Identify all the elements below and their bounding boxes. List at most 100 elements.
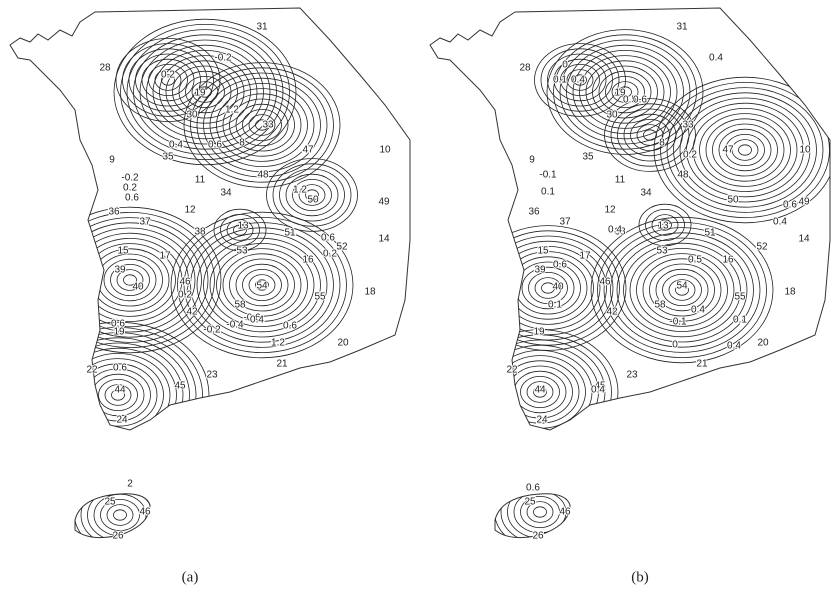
station-label: 10 [799, 145, 811, 156]
contours [462, 30, 834, 549]
station-label: 25 [104, 497, 116, 508]
contour-label: 0.6 [208, 140, 222, 151]
contour-label: -0.2 [203, 325, 221, 336]
contour-label: 1.2 [225, 105, 239, 116]
station-label: 19 [533, 327, 545, 338]
contour-line [114, 510, 127, 520]
station-label: 31 [676, 22, 688, 33]
contour-label: 0.4 [571, 75, 585, 86]
contour-label: 0.4 [709, 53, 723, 64]
panel-b: (b) 312819303383511344847105049936371238… [430, 8, 834, 585]
contour-line [107, 505, 133, 526]
station-label: 35 [582, 152, 594, 163]
contour-line [503, 252, 594, 325]
page: {"panels": [ {"caption": "(a)", "station… [0, 0, 834, 590]
contour-label: 0.6 [113, 363, 127, 374]
station-label: 39 [114, 265, 126, 276]
station-label: 26 [532, 531, 544, 542]
station-label: 17 [159, 251, 171, 262]
station-label: 36 [528, 207, 540, 218]
contour-label: 0.1 [733, 315, 747, 326]
station-label: 40 [552, 282, 564, 293]
station-label: 34 [640, 188, 652, 199]
station-label: 52 [756, 242, 768, 253]
station-label: 39 [534, 265, 546, 276]
contour-line [98, 254, 163, 306]
station-label: 58 [654, 300, 666, 311]
contour-label: 0.4 [250, 315, 264, 326]
contour-label: 0.2 [178, 290, 192, 301]
caption: (b) [631, 569, 649, 585]
station-label: 12 [604, 205, 616, 216]
station-label: 8 [659, 138, 665, 149]
contour-label: 1.2 [293, 185, 307, 196]
station-label: 53 [236, 246, 248, 257]
contour-label: 0.6 [633, 95, 647, 106]
station-label: 35 [162, 152, 174, 163]
contour-line [68, 473, 172, 556]
contour-label: 0.6 [553, 260, 567, 271]
station-label: 44 [114, 385, 126, 396]
station-label: 9 [529, 155, 535, 166]
station-label: 53 [656, 246, 668, 257]
station-label: 11 [195, 175, 206, 186]
station-label: 37 [559, 217, 571, 228]
contour-label: 0 [672, 340, 678, 351]
station-label: 18 [784, 287, 796, 298]
station-label: 50 [307, 195, 319, 206]
station-label: 30 [606, 110, 618, 121]
station-label: 52 [336, 242, 348, 253]
contour-label: 0.2 [323, 249, 337, 260]
station-label: 24 [116, 415, 128, 426]
contour-label: 0.4 [608, 225, 622, 236]
station-label: 10 [379, 145, 391, 156]
contour-line [687, 103, 804, 197]
station-label: 16 [302, 255, 314, 266]
station-label: 15 [537, 246, 549, 257]
contour-line [644, 130, 657, 140]
contour-line [732, 140, 758, 161]
contour-label: 46 [139, 507, 151, 518]
contour-label: 0.6 [125, 193, 139, 204]
station-label: 24 [536, 415, 548, 426]
station-label: 49 [378, 197, 390, 208]
contour-label: -0.1 [539, 170, 557, 181]
contour-label: 0.6 [321, 233, 335, 244]
station-label: 47 [722, 145, 734, 156]
station-label: 22 [86, 365, 98, 376]
contour-line [104, 259, 156, 301]
contour-label: 0.1 [553, 75, 567, 86]
caption: (a) [182, 569, 199, 585]
station-label: 45 [174, 381, 186, 392]
station-label: 48 [257, 170, 269, 181]
station-label: 13 [237, 221, 249, 232]
contour-label: 0.6 [526, 483, 540, 494]
station-label: 34 [220, 188, 232, 199]
contour-label: 0.2 [683, 150, 697, 161]
contour-label: 0.4 [691, 305, 705, 316]
station-label: 46 [599, 277, 611, 288]
station-label: 30 [186, 110, 198, 121]
contour-line [739, 145, 752, 155]
contour-label: 0.6 [283, 321, 297, 332]
contour-line [91, 249, 169, 311]
station-label: 46 [179, 277, 191, 288]
station-label: 14 [798, 234, 810, 245]
contour-label: 0.4 [591, 385, 605, 396]
station-label: 19 [194, 88, 206, 99]
station-label: 20 [337, 338, 349, 349]
station-label: 33 [682, 120, 694, 131]
contour-line [611, 104, 689, 166]
contour-line [693, 108, 797, 191]
figure: (a) 312819303383511344847105049936371238… [0, 0, 834, 590]
station-label: 51 [284, 228, 296, 239]
station-label: 36 [108, 207, 120, 218]
station-label: 28 [99, 63, 111, 74]
station-label: 50 [727, 195, 739, 206]
station-label: 55 [734, 292, 746, 303]
station-label: 20 [757, 338, 769, 349]
contour-label: 0.1 [541, 187, 555, 198]
station-label: 21 [696, 359, 708, 370]
contour-label: 0 [562, 60, 568, 71]
contour-label: 0.6 [783, 200, 797, 211]
